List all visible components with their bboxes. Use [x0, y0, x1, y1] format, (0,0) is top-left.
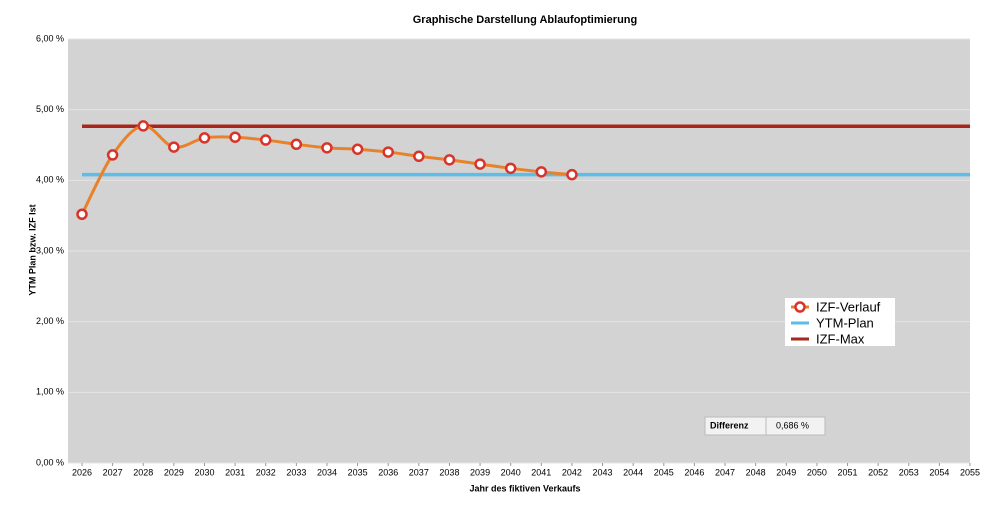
point-marker — [474, 158, 486, 170]
annotation-value: 0,686 % — [776, 420, 809, 430]
x-tick-label: 2039 — [470, 467, 490, 477]
annotation-box — [704, 416, 826, 436]
legend-label: YTM-Plan — [816, 315, 874, 330]
x-tick-label: 2027 — [103, 467, 123, 477]
point-marker — [566, 168, 578, 181]
y-tick-label: 2,00 % — [36, 316, 64, 326]
x-axis-title: Jahr des fiktiven Verkaufs — [469, 483, 580, 493]
x-tick-label: 2032 — [256, 467, 276, 477]
point-marker — [413, 150, 425, 163]
x-tick-label: 2035 — [348, 467, 368, 477]
x-tick-label: 2054 — [929, 467, 949, 477]
chart-title: Graphische Darstellung Ablaufoptimierung — [413, 14, 638, 26]
x-tick-label: 2046 — [684, 467, 704, 477]
y-tick-label: 6,00 % — [36, 33, 64, 43]
y-axis-title: YTM Plan bzw. IZF Ist — [27, 204, 37, 295]
point-marker — [443, 154, 456, 166]
y-tick-label: 4,00 % — [36, 175, 64, 185]
point-marker — [229, 131, 241, 143]
point-marker — [504, 162, 517, 175]
x-tick-label: 2041 — [531, 467, 551, 477]
point-marker — [382, 146, 394, 158]
x-tick-label: 2038 — [439, 467, 459, 477]
y-tick-label: 0,00 % — [36, 457, 64, 467]
point-marker — [198, 132, 211, 144]
x-tick-label: 2051 — [838, 467, 858, 477]
x-tick-label: 2055 — [960, 467, 980, 477]
y-tick-label: 5,00 % — [36, 104, 64, 114]
x-tick-label: 2044 — [623, 467, 643, 477]
x-tick-label: 2033 — [286, 467, 306, 477]
x-tick-label: 2045 — [654, 467, 674, 477]
point-marker — [351, 143, 364, 155]
legend-label: IZF-Max — [816, 331, 865, 346]
x-tick-label: 2042 — [562, 467, 582, 477]
x-tick-label: 2050 — [807, 467, 827, 477]
point-marker — [137, 120, 149, 132]
point-marker — [321, 142, 333, 154]
point-marker — [259, 134, 272, 146]
x-tick-label: 2030 — [194, 467, 214, 477]
y-tick-label: 3,00 % — [36, 245, 64, 255]
point-marker — [168, 141, 180, 153]
x-tick-label: 2034 — [317, 467, 337, 477]
x-tick-label: 2036 — [378, 467, 398, 477]
x-tick-label: 2048 — [746, 467, 766, 477]
x-tick-label: 2031 — [225, 467, 245, 477]
x-tick-label: 2052 — [868, 467, 888, 477]
x-tick-label: 2037 — [409, 467, 429, 477]
annotation-label: Differenz — [710, 420, 749, 430]
x-tick-label: 2040 — [501, 467, 521, 477]
point-marker — [535, 166, 548, 178]
x-tick-label: 2043 — [593, 467, 613, 477]
y-tick-label: 1,00 % — [36, 387, 64, 397]
point-marker — [106, 149, 119, 161]
legend-marker — [794, 301, 806, 313]
point-marker — [76, 208, 88, 221]
x-tick-label: 2049 — [776, 467, 796, 477]
x-tick-label: 2026 — [72, 467, 92, 477]
x-tick-label: 2028 — [133, 467, 153, 477]
legend-label: IZF-Verlauf — [816, 299, 881, 314]
x-tick-label: 2029 — [164, 467, 184, 477]
x-tick-label: 2053 — [899, 467, 919, 477]
x-tick-label: 2047 — [715, 467, 735, 477]
point-marker — [290, 138, 303, 151]
